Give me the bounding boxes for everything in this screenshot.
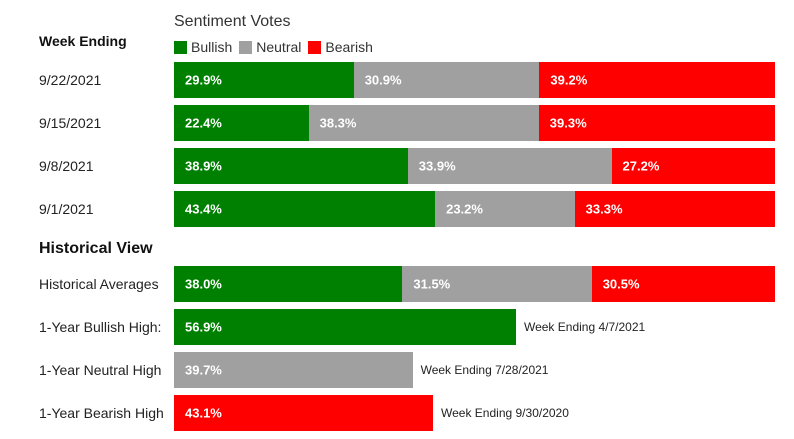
legend-item-bullish: Bullish [174, 39, 232, 55]
historical-averages-neutral-value: 31.5% [413, 276, 451, 292]
historical-averages-bullish-segment: 38.0% [174, 266, 403, 302]
bullish-swatch [174, 40, 187, 54]
week-row-3-neutral-value: 33.9% [418, 158, 456, 174]
neutral-high-week-note: Week Ending 7/28/2021 [420, 363, 549, 377]
week-row-1-bearish-value: 39.2% [550, 72, 588, 88]
week-row-2-bullish-value: 22.4% [185, 115, 222, 131]
week-row-3-bearish-value: 27.2% [622, 158, 660, 174]
week-row-3-label: 9/8/2021 [39, 158, 94, 174]
week-row-4-label: 9/1/2021 [39, 201, 94, 217]
historical-averages-bar: 38.0% 31.5% 30.5% [174, 266, 775, 302]
week-row-3-bearish-segment: 27.2% [611, 148, 775, 184]
week-row-1-neutral-value: 30.9% [364, 72, 402, 88]
legend-label-neutral: Neutral [256, 39, 302, 55]
neutral-high-segment: 39.7% [174, 352, 413, 388]
legend-label-bearish: Bearish [325, 39, 373, 55]
week-row-1-label: 9/22/2021 [39, 72, 102, 88]
bearish-high-label: 1-Year Bearish High [39, 405, 164, 421]
week-ending-heading: Week Ending [39, 33, 127, 49]
bearish-high-bar: 43.1% [174, 395, 434, 431]
week-row-1-bullish-value: 29.9% [185, 72, 222, 88]
week-row-4-neutral-value: 23.2% [446, 201, 483, 217]
neutral-high-value: 39.7% [185, 362, 222, 378]
week-row-4-bullish-value: 43.4% [185, 201, 222, 217]
neutral-swatch [239, 40, 253, 54]
week-row-1-bearish-segment: 39.2% [539, 62, 775, 98]
week-row-2-neutral-value: 38.3% [319, 115, 357, 131]
week-row-4-bullish-segment: 43.4% [174, 191, 436, 227]
legend-item-neutral: Neutral [239, 39, 301, 55]
neutral-high-label: 1-Year Neutral High [39, 362, 162, 378]
week-row-2-bearish-segment: 39.3% [538, 105, 775, 141]
week-row-1-bullish-segment: 29.9% [174, 62, 354, 98]
week-row-2-bearish-value: 39.3% [549, 115, 587, 131]
legend: Bullish Neutral Bearish [174, 39, 380, 55]
historical-averages-bearish-segment: 30.5% [591, 266, 775, 302]
bullish-high-value: 56.9% [185, 319, 222, 335]
historical-averages-neutral-segment: 31.5% [402, 266, 592, 302]
historical-averages-bullish-value: 38.0% [185, 276, 222, 292]
bearish-high-week-note: Week Ending 9/30/2020 [441, 406, 569, 420]
week-row-3-bullish-segment: 38.9% [174, 148, 408, 184]
week-row-4-bearish-segment: 33.3% [574, 191, 775, 227]
legend-label-bullish: Bullish [191, 39, 233, 55]
bearish-swatch [308, 40, 322, 54]
bullish-high-week-note: Week Ending 4/7/2021 [523, 320, 646, 334]
neutral-high-bar: 39.7% [174, 352, 413, 388]
week-row-4-neutral-segment: 23.2% [435, 191, 575, 227]
week-row-4-bearish-value: 33.3% [585, 201, 623, 217]
week-row-1-bar: 29.9% 30.9% 39.2% [174, 62, 775, 98]
historical-averages-label: Historical Averages [39, 276, 159, 292]
bearish-high-segment: 43.1% [174, 395, 434, 431]
week-row-3-neutral-segment: 33.9% [407, 148, 612, 184]
bullish-high-segment: 56.9% [174, 309, 516, 345]
week-row-3-bar: 38.9% 33.9% 27.2% [174, 148, 775, 184]
week-row-4-bar: 43.4% 23.2% 33.3% [174, 191, 775, 227]
week-row-3-bullish-value: 38.9% [185, 158, 222, 174]
bullish-high-bar: 56.9% [174, 309, 516, 345]
historical-view-heading: Historical View [39, 240, 153, 257]
bearish-high-value: 43.1% [185, 405, 222, 421]
week-row-2-label: 9/15/2021 [39, 115, 102, 131]
week-row-2-bar: 22.4% 38.3% 39.3% [174, 105, 775, 141]
week-row-2-bullish-segment: 22.4% [174, 105, 309, 141]
week-row-1-neutral-segment: 30.9% [353, 62, 540, 98]
legend-item-bearish: Bearish [308, 39, 373, 55]
historical-averages-bearish-value: 30.5% [602, 276, 640, 292]
week-row-2-neutral-segment: 38.3% [308, 105, 539, 141]
bullish-high-label: 1-Year Bullish High: [39, 319, 162, 335]
legend-title: Sentiment Votes [174, 13, 291, 30]
